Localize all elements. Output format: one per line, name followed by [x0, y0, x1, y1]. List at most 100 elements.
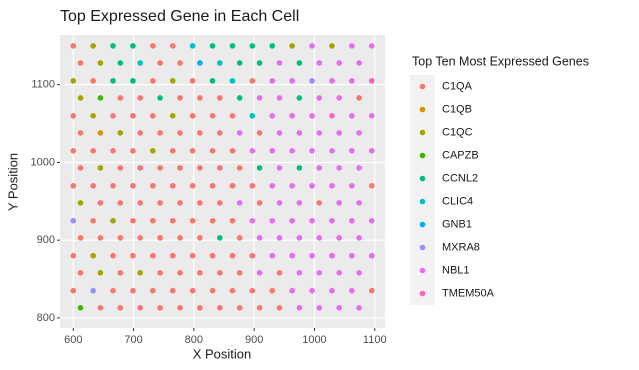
point [70, 252, 77, 259]
point [356, 165, 362, 171]
x-tick-label: 1000 [302, 334, 326, 346]
point [137, 200, 143, 206]
point [189, 252, 196, 259]
point [249, 217, 256, 224]
legend-key [419, 198, 426, 205]
point [329, 217, 335, 224]
point [349, 287, 355, 294]
point [289, 43, 295, 49]
point [110, 287, 116, 294]
point [137, 270, 143, 276]
legend-key [419, 152, 426, 159]
point [229, 43, 236, 49]
point [276, 200, 283, 206]
point [368, 252, 375, 259]
point [209, 287, 216, 294]
point [90, 43, 96, 49]
y-tick-label: 1000 [31, 156, 55, 168]
point [349, 148, 355, 154]
point [130, 78, 136, 84]
legend-label: CAPZB [442, 149, 479, 161]
point [296, 200, 303, 206]
point [90, 113, 96, 119]
legend-label: C1QA [442, 80, 473, 92]
point [97, 60, 104, 66]
point [269, 43, 276, 49]
point [70, 182, 77, 189]
point [117, 304, 124, 311]
point [276, 165, 283, 171]
x-tick-label: 800 [185, 334, 203, 346]
point [97, 95, 104, 101]
point [90, 182, 96, 189]
point [97, 130, 104, 136]
point [309, 78, 315, 84]
point [349, 217, 355, 224]
point [117, 270, 124, 276]
point [130, 182, 136, 189]
point [256, 165, 263, 171]
point [216, 60, 223, 66]
point [236, 60, 243, 66]
point [189, 182, 196, 189]
point [70, 287, 77, 294]
point [289, 217, 295, 224]
point [249, 43, 256, 49]
point [316, 60, 323, 66]
legend: C1QA C1QB C1QC CAPZB CCNL2 CLIC4 GNB1 MXRA8 NBL1… [410, 75, 495, 305]
point [137, 235, 143, 241]
point [336, 270, 342, 276]
point [157, 130, 163, 136]
point [349, 43, 355, 49]
point [229, 217, 236, 224]
point [289, 113, 295, 119]
point [157, 235, 163, 241]
point [197, 165, 203, 171]
legend-key [419, 244, 426, 251]
point [316, 235, 323, 241]
point [110, 113, 116, 119]
point [329, 252, 335, 259]
point [229, 113, 236, 119]
point [130, 252, 136, 259]
point [216, 130, 223, 136]
point [169, 78, 176, 84]
point [356, 130, 362, 136]
point [289, 148, 295, 154]
point [316, 200, 323, 206]
point [169, 148, 176, 154]
point [189, 217, 196, 224]
point [236, 304, 243, 311]
point [356, 235, 362, 241]
point [169, 287, 176, 294]
point [368, 217, 375, 224]
point [97, 165, 104, 171]
point [177, 95, 183, 101]
point [336, 235, 342, 241]
y-tick-label: 1100 [31, 79, 55, 91]
point [209, 113, 216, 119]
point [216, 200, 223, 206]
point [189, 43, 196, 49]
point [269, 287, 276, 294]
point [269, 252, 276, 259]
grid [60, 35, 385, 328]
point [110, 182, 116, 189]
point [309, 182, 315, 189]
point [90, 252, 96, 259]
point [110, 78, 116, 84]
point [177, 270, 183, 276]
point [197, 304, 203, 311]
point [77, 95, 84, 101]
chart-title: Top Expressed Gene in Each Cell [60, 8, 299, 25]
legend-key-background [410, 75, 435, 305]
point [137, 95, 143, 101]
point [169, 252, 176, 259]
point [117, 130, 124, 136]
point [236, 165, 243, 171]
point [349, 252, 355, 259]
point [157, 165, 163, 171]
point [289, 252, 295, 259]
point [269, 148, 276, 154]
point [77, 200, 84, 206]
